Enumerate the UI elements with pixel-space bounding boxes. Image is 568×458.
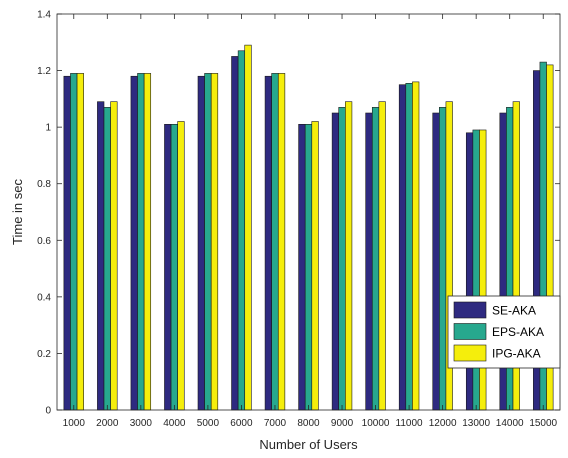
bar-se-aka-13000 — [465, 132, 474, 411]
bar-eps-aka-9000 — [338, 107, 346, 411]
bar-ipg-aka-2000 — [110, 101, 118, 411]
bar-eps-aka-11000 — [405, 83, 413, 411]
bar-eps-aka-12000 — [439, 107, 447, 411]
y-tick-label: 0 — [45, 406, 51, 417]
legend-swatch-eps-aka — [453, 323, 487, 340]
bar-se-aka-2000 — [97, 101, 105, 411]
legend-label-ipg-aka: IPG-AKA — [492, 347, 541, 361]
bar-eps-aka-1000 — [70, 73, 78, 411]
x-tick-label: 3000 — [130, 418, 153, 429]
x-ticks-group: 1000 2000 3000 4000 5000 6000 7000 8000 9000 1000… — [63, 14, 558, 429]
y-tick-label: 1.2 — [37, 66, 51, 77]
x-tick-label: 4000 — [163, 418, 186, 429]
bar-eps-aka-5000 — [204, 73, 212, 411]
x-tick-label: 9000 — [331, 418, 354, 429]
x-tick-label: 1000 — [63, 418, 86, 429]
y-tick-label: 0.4 — [37, 292, 51, 303]
x-tick-label: 2000 — [96, 418, 119, 429]
bar-ipg-aka-8000 — [311, 121, 319, 411]
x-tick-label: 12000 — [429, 418, 457, 429]
bar-eps-aka-4000 — [170, 124, 178, 411]
x-tick-label: 13000 — [462, 418, 490, 429]
bar-eps-aka-7000 — [271, 73, 279, 411]
bar-eps-aka-6000 — [237, 50, 246, 411]
bar-ipg-aka-3000 — [143, 73, 152, 411]
bar-ipg-aka-1000 — [76, 73, 84, 411]
legend: SE-AKA EPS-AKA IPG-AKA — [447, 295, 561, 369]
y-tick-label: 0.2 — [37, 349, 51, 360]
bar-se-aka-4000 — [164, 124, 172, 411]
y-tick-label: 0.6 — [37, 236, 51, 247]
x-tick-label: 5000 — [197, 418, 220, 429]
bar-se-aka-12000 — [432, 112, 440, 411]
bar-ipg-aka-11000 — [412, 81, 420, 411]
x-tick-label: 14000 — [496, 418, 524, 429]
bar-se-aka-1000 — [63, 75, 71, 411]
bar-eps-aka-3000 — [137, 73, 145, 411]
y-tick-label: 1.4 — [37, 10, 51, 21]
bar-ipg-aka-6000 — [244, 44, 252, 411]
bar-se-aka-11000 — [398, 84, 407, 411]
bar-se-aka-7000 — [264, 75, 272, 411]
legend-label-se-aka: SE-AKA — [492, 304, 536, 318]
bar-se-aka-9000 — [331, 112, 340, 411]
legend-swatch-ipg-aka — [453, 344, 487, 362]
bar-se-aka-6000 — [231, 56, 239, 411]
bar-eps-aka-10000 — [371, 107, 380, 411]
bar-ipg-aka-10000 — [378, 101, 386, 411]
x-tick-label: 8000 — [297, 418, 320, 429]
bar-ipg-aka-5000 — [210, 73, 219, 411]
bar-ipg-aka-4000 — [177, 121, 185, 411]
bar-se-aka-3000 — [130, 75, 138, 411]
bar-ipg-aka-9000 — [345, 101, 353, 411]
y-axis-label: Time in sec — [10, 179, 25, 245]
bar-eps-aka-2000 — [103, 107, 111, 411]
bar-ipg-aka-7000 — [277, 73, 286, 411]
y-tick-label: 1 — [45, 123, 51, 134]
x-tick-label: 10000 — [362, 418, 390, 429]
x-tick-label: 7000 — [264, 418, 287, 429]
x-tick-label: 6000 — [230, 418, 253, 429]
x-tick-label: 11000 — [396, 418, 424, 429]
bar-se-aka-8000 — [298, 124, 306, 411]
x-tick-label: 15000 — [529, 418, 557, 429]
bar-se-aka-10000 — [365, 112, 373, 411]
y-tick-label: 0.8 — [37, 179, 51, 190]
bar-eps-aka-8000 — [304, 124, 313, 411]
x-axis-label: Number of Users — [259, 437, 358, 452]
bar-se-aka-5000 — [197, 75, 205, 411]
legend-swatch-se-aka — [453, 301, 487, 319]
legend-label-eps-aka: EPS-AKA — [492, 325, 544, 339]
